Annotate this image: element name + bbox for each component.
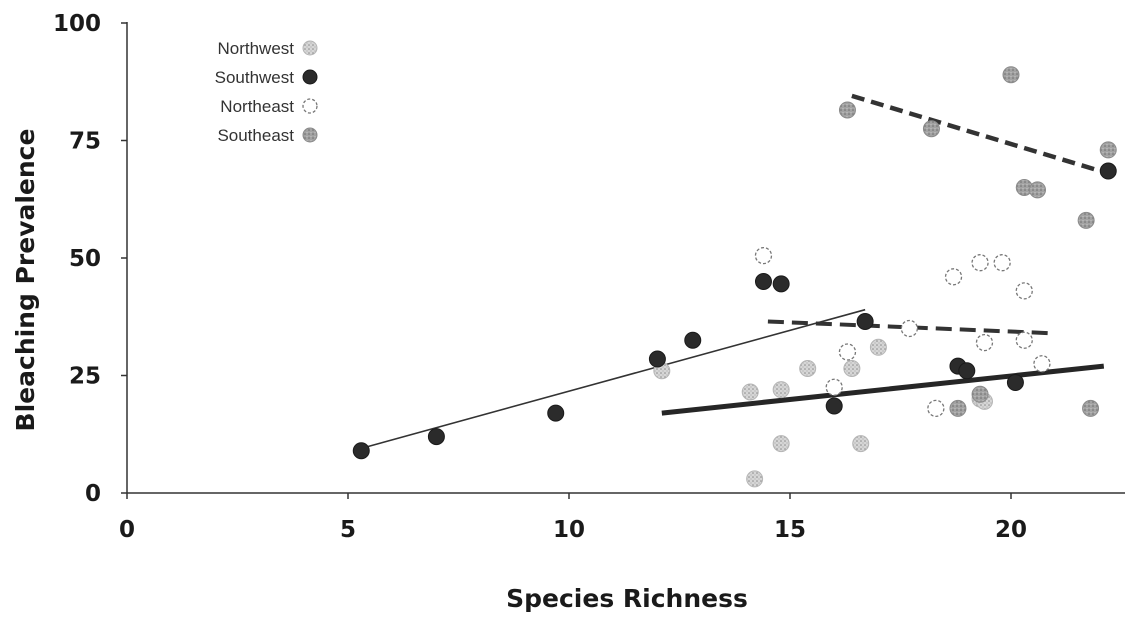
x-tick-label: 10 bbox=[553, 517, 585, 543]
point-southwest bbox=[547, 404, 565, 422]
point-southwest bbox=[825, 397, 843, 415]
point-southwest bbox=[958, 362, 976, 380]
point-northwest bbox=[772, 435, 790, 453]
legend-marker-southeast bbox=[302, 127, 318, 143]
x-tick-label: 0 bbox=[119, 517, 135, 543]
point-southeast bbox=[949, 399, 967, 417]
point-northeast bbox=[1015, 282, 1033, 300]
point-southwest bbox=[1099, 162, 1117, 180]
x-ticks: 0 5 10 15 20 bbox=[119, 493, 1027, 543]
x-axis-title: Species Richness bbox=[506, 584, 748, 613]
point-northeast bbox=[927, 399, 945, 418]
y-tick-label: 75 bbox=[69, 129, 101, 155]
point-southwest bbox=[772, 275, 790, 293]
data-points bbox=[352, 66, 1117, 488]
point-northeast bbox=[838, 343, 857, 361]
legend-label-southwest: Southwest bbox=[215, 68, 295, 87]
legend: Northwest Southwest Northeast Southeast bbox=[215, 39, 318, 145]
x-tick-label: 5 bbox=[340, 517, 356, 543]
point-southeast bbox=[1099, 141, 1117, 159]
point-northwest bbox=[746, 470, 764, 488]
point-southeast bbox=[1082, 399, 1100, 417]
x-tick-label: 15 bbox=[774, 517, 806, 543]
point-northeast bbox=[900, 319, 918, 338]
trendline-southwest bbox=[361, 308, 866, 450]
point-southeast bbox=[922, 120, 940, 138]
point-northeast bbox=[754, 246, 773, 265]
y-tick-label: 100 bbox=[53, 11, 101, 37]
x-tick-label: 20 bbox=[995, 517, 1027, 543]
point-northeast bbox=[971, 254, 989, 272]
series-southwest bbox=[352, 162, 1117, 460]
axes: 0 25 50 75 100 0 5 10 15 20 bbox=[53, 11, 1125, 543]
point-southeast bbox=[1077, 211, 1095, 229]
series-southeast bbox=[838, 66, 1117, 417]
point-northeast bbox=[975, 333, 994, 352]
point-northwest bbox=[772, 381, 790, 399]
y-tick-label: 50 bbox=[69, 246, 101, 272]
point-southeast bbox=[838, 101, 856, 119]
legend-label-northwest: Northwest bbox=[217, 39, 294, 58]
point-northeast bbox=[993, 254, 1011, 272]
point-northeast bbox=[1033, 355, 1051, 373]
legend-marker-northwest bbox=[302, 40, 318, 56]
point-southwest bbox=[1006, 374, 1024, 392]
point-northeast bbox=[825, 378, 843, 396]
point-southeast bbox=[1029, 181, 1047, 199]
point-northwest bbox=[741, 383, 759, 401]
series-northeast bbox=[754, 246, 1051, 418]
legend-label-southeast: Southeast bbox=[217, 126, 294, 145]
point-northwest bbox=[843, 359, 861, 377]
point-northwest bbox=[869, 338, 887, 356]
point-northeast bbox=[944, 268, 963, 286]
legend-label-northeast: Northeast bbox=[220, 97, 294, 116]
y-tick-label: 25 bbox=[69, 364, 101, 390]
point-southeast bbox=[971, 385, 989, 403]
point-southwest bbox=[427, 428, 445, 446]
y-tick-label: 0 bbox=[85, 481, 101, 507]
point-southwest bbox=[754, 273, 772, 290]
y-ticks: 0 25 50 75 100 bbox=[53, 11, 127, 507]
trendlines bbox=[361, 93, 1109, 450]
legend-marker-northeast bbox=[302, 98, 318, 114]
point-southeast bbox=[1002, 66, 1020, 84]
point-southwest bbox=[684, 331, 702, 349]
legend-marker-southwest bbox=[302, 69, 318, 85]
point-northwest bbox=[852, 435, 870, 453]
point-southwest bbox=[352, 442, 370, 460]
trendline-northwest bbox=[661, 363, 1105, 416]
point-southwest bbox=[648, 350, 666, 368]
trendline-southeast bbox=[851, 93, 1109, 176]
point-southwest bbox=[856, 312, 874, 330]
point-northwest bbox=[799, 359, 817, 377]
point-northeast bbox=[1015, 331, 1033, 349]
y-axis-title: Bleaching Prevalence bbox=[11, 129, 40, 432]
